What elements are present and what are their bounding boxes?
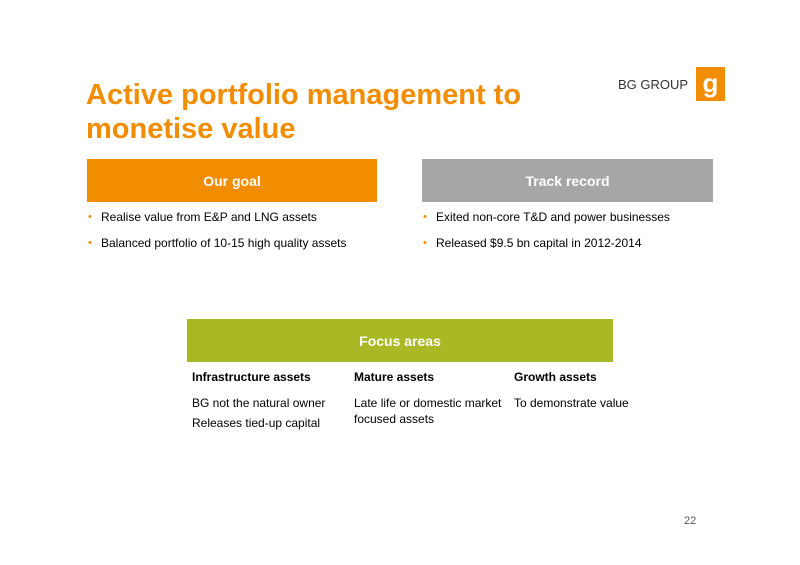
- page-title: Active portfolio management to monetise …: [86, 79, 522, 145]
- list-item: • Realise value from E&P and LNG assets: [87, 210, 387, 236]
- bullet-text: Balanced portfolio of 10-15 high quality…: [101, 236, 347, 250]
- column-text: Late life or domestic market focused ass…: [354, 396, 502, 426]
- column-heading: Infrastructure assets: [192, 370, 311, 384]
- focus-areas-header: Focus areas: [187, 319, 613, 362]
- column-heading: Growth assets: [514, 370, 597, 384]
- infrastructure-assets-column: Infrastructure assets BG not the natural…: [192, 370, 342, 435]
- logo-text: BG GROUP: [618, 76, 689, 92]
- focus-areas-label: Focus areas: [359, 332, 441, 349]
- bg-group-logo: BG GROUP g: [618, 67, 726, 101]
- bullet-icon: •: [423, 211, 427, 223]
- our-goal-label: Our goal: [203, 172, 261, 189]
- goal-bullet-list: • Realise value from E&P and LNG assets •…: [87, 210, 387, 262]
- track-record-header: Track record: [422, 159, 713, 202]
- our-goal-header: Our goal: [87, 159, 377, 202]
- growth-assets-column: Growth assets To demonstrate value: [514, 370, 634, 415]
- bullet-icon: •: [423, 237, 427, 249]
- bg-logo-icon: g: [696, 67, 726, 101]
- bullet-text: Exited non-core T&D and power businesses: [436, 210, 670, 224]
- page-number: 22: [684, 515, 697, 527]
- list-item: • Released $9.5 bn capital in 2012-2014: [422, 236, 722, 262]
- column-text: To demonstrate value: [514, 396, 629, 410]
- bullet-icon: •: [88, 237, 92, 249]
- bullet-text: Realise value from E&P and LNG assets: [101, 210, 317, 224]
- mature-assets-column: Mature assets Late life or domestic mark…: [354, 370, 504, 431]
- logo-mark: g: [703, 68, 719, 98]
- list-item: • Exited non-core T&D and power businesse…: [422, 210, 722, 236]
- track-record-bullet-list: • Exited non-core T&D and power businesse…: [422, 210, 722, 262]
- list-item: • Balanced portfolio of 10-15 high qualit…: [87, 236, 387, 262]
- column-text: Releases tied-up capital: [192, 416, 321, 430]
- bullet-icon: •: [88, 211, 92, 223]
- track-record-label: Track record: [525, 172, 610, 189]
- column-heading: Mature assets: [354, 370, 435, 384]
- bullet-text: Released $9.5 bn capital in 2012-2014: [436, 236, 642, 250]
- column-text: BG not the natural owner: [192, 396, 326, 410]
